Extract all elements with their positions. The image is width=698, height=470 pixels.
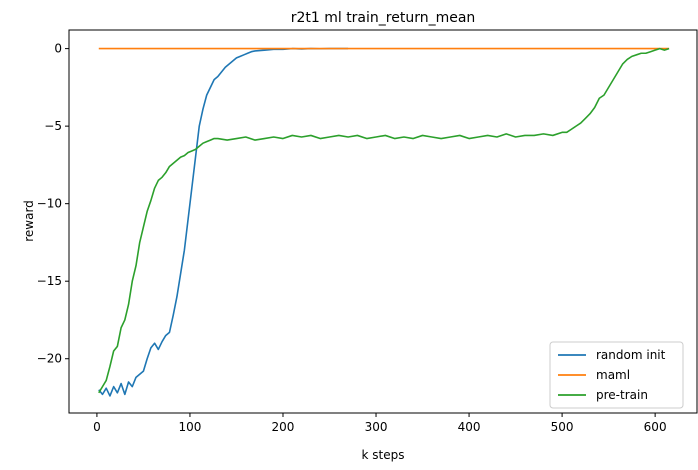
x-tick-label: 400 (458, 420, 481, 434)
y-tick-label: −5 (44, 119, 62, 133)
x-tick-label: 200 (272, 420, 295, 434)
legend-entry: maml (596, 368, 630, 382)
x-tick-label: 0 (93, 420, 101, 434)
y-tick-label: 0 (54, 42, 62, 56)
legend-box (549, 341, 684, 409)
chart-title: r2t1 ml train_return_mean (291, 10, 476, 26)
y-axis-label: reward (22, 200, 36, 242)
series-line-random-init (98, 47, 349, 397)
plot-frame (68, 29, 698, 414)
legend-entry: pre-train (596, 388, 648, 402)
x-tick-label: 600 (644, 420, 667, 434)
x-tick-label: 300 (365, 420, 388, 434)
x-tick-label: 500 (551, 420, 574, 434)
series-line-pre-train (98, 47, 670, 394)
x-tick-label: 100 (178, 420, 201, 434)
legend: random init maml pre-train (549, 341, 684, 409)
y-tick-label: −15 (37, 274, 62, 288)
y-tick-label: −10 (37, 197, 62, 211)
y-tick-label: −20 (37, 352, 62, 366)
legend-entry: random init (596, 348, 666, 362)
x-axis-label: k steps (362, 448, 405, 462)
